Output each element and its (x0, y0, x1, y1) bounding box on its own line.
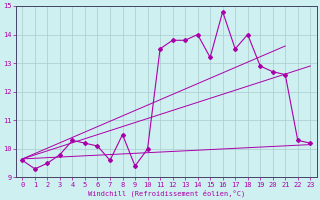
X-axis label: Windchill (Refroidissement éolien,°C): Windchill (Refroidissement éolien,°C) (88, 189, 245, 197)
